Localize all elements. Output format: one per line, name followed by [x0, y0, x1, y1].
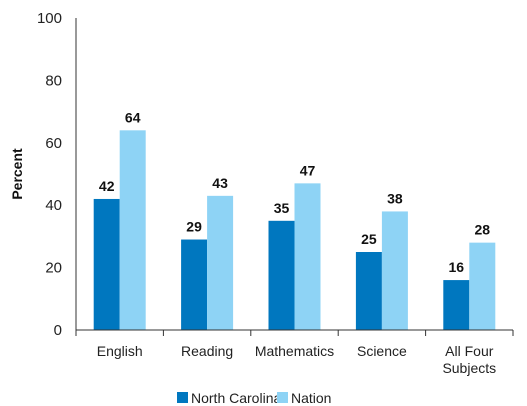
- bar-north-carolina: [93, 198, 120, 330]
- bar-north-carolina: [443, 280, 470, 330]
- data-label: 64: [125, 109, 141, 125]
- x-axis: English Reading Mathematics Science All Four…: [75, 329, 514, 376]
- y-axis-label: Percent: [9, 148, 25, 200]
- legend-label-nation: Nation: [291, 390, 331, 406]
- bar-nation: [294, 183, 321, 330]
- bar-nation: [469, 242, 496, 330]
- data-label: 38: [387, 190, 403, 206]
- bar-north-carolina: [181, 239, 208, 330]
- bar-nation: [207, 195, 234, 330]
- data-label: 28: [475, 222, 491, 238]
- x-category-label: Reading: [181, 343, 233, 359]
- x-category-label: Mathematics: [255, 343, 334, 359]
- bar-nation: [119, 130, 146, 330]
- legend: North Carolina Nation: [177, 390, 331, 406]
- data-label: 16: [449, 259, 465, 275]
- y-tick-label: 0: [54, 322, 62, 339]
- y-axis: 0 20 40 60 80 100: [37, 10, 77, 339]
- y-tick-label: 100: [37, 10, 62, 27]
- legend-swatch-nation: [277, 392, 288, 403]
- bar-north-carolina: [268, 220, 295, 330]
- y-tick-label: 60: [45, 135, 62, 152]
- data-label: 29: [186, 219, 202, 235]
- bars: 42 64 29 43 35 47 25 38 16 28: [93, 109, 496, 330]
- legend-label-north-carolina: North Carolina: [191, 390, 281, 406]
- data-label: 43: [212, 175, 228, 191]
- x-category-label: All Four Subjects: [442, 343, 496, 376]
- bar-north-carolina: [355, 252, 382, 330]
- y-tick-label: 20: [45, 260, 62, 277]
- legend-swatch-north-carolina: [177, 392, 188, 403]
- y-tick-label: 80: [45, 72, 62, 89]
- y-tick-label: 40: [45, 197, 62, 214]
- x-category-label: Science: [357, 343, 407, 359]
- bar-nation: [381, 211, 408, 330]
- data-label: 35: [274, 200, 290, 216]
- data-label: 25: [361, 231, 377, 247]
- data-label: 42: [99, 178, 115, 194]
- data-label: 47: [300, 162, 316, 178]
- x-category-label: English: [97, 343, 143, 359]
